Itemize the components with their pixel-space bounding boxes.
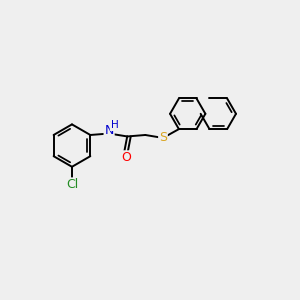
Text: H: H xyxy=(110,120,118,130)
Text: O: O xyxy=(121,151,131,164)
Text: N: N xyxy=(104,124,114,137)
Text: S: S xyxy=(159,131,167,144)
Text: Cl: Cl xyxy=(66,178,78,191)
